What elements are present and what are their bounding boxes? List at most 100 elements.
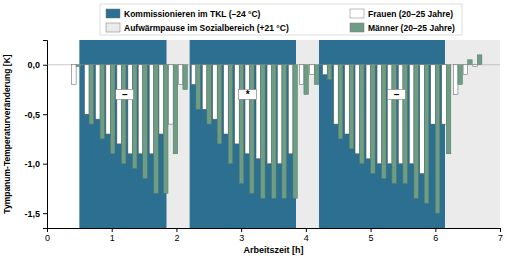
bar (420, 65, 425, 174)
bar (173, 65, 178, 154)
x-tick-mark (500, 228, 501, 232)
annotation-box (116, 89, 134, 99)
bar (72, 65, 77, 85)
bar (128, 65, 133, 154)
phase-band (319, 40, 445, 228)
legend-swatch (106, 23, 120, 32)
y-tick-mark (43, 213, 47, 214)
legend: Kommissionieren im TKL (–24 °C)Aufwärmpa… (100, 4, 462, 35)
bar (355, 65, 360, 154)
x-axis-line (48, 229, 501, 233)
bar (453, 65, 458, 95)
bar (387, 65, 392, 164)
y-axis: 0,0-0,5-1,0-1,5 (24, 41, 47, 229)
bar (202, 65, 207, 110)
annotation: – (122, 89, 128, 100)
phase-band (189, 40, 296, 228)
bar (85, 65, 90, 114)
bar (163, 65, 168, 194)
x-tick-mark (241, 228, 242, 232)
bar (159, 65, 164, 134)
legend-swatch (106, 9, 120, 18)
x-tick-label: 1 (110, 233, 115, 243)
x-tick-label: 2 (174, 233, 179, 243)
bar (169, 65, 174, 124)
x-axis-title: Arbeitszeit [h] (243, 245, 303, 255)
x-tick-mark (112, 228, 113, 232)
bar (224, 65, 229, 134)
x-axis: 01234567 (45, 228, 503, 243)
bar (100, 65, 105, 139)
x-tick-label: 5 (369, 233, 374, 243)
y-tick-mark (43, 164, 47, 165)
bar (288, 65, 293, 154)
bar (121, 65, 126, 164)
annotation: * (246, 89, 250, 100)
x-tick-label: 0 (45, 233, 50, 243)
bar (106, 65, 111, 134)
bar (310, 65, 315, 75)
bar (468, 60, 473, 65)
chart: 0,0-0,5-1,0-1,501234567Arbeitszeit [h]Ty… (0, 0, 506, 256)
bar (154, 65, 159, 194)
x-tick: 0 (45, 228, 50, 243)
x-tick-mark (435, 228, 436, 232)
bar (338, 65, 343, 139)
bar (191, 65, 196, 85)
x-tick: 7 (498, 228, 503, 243)
bar (446, 65, 451, 154)
y-tick: -0,5 (24, 110, 47, 120)
phase-band (167, 40, 190, 228)
x-tick-mark (306, 228, 307, 232)
legend-swatch (350, 9, 364, 18)
x-tick: 5 (369, 228, 374, 243)
bar (213, 65, 218, 119)
bar (217, 65, 222, 144)
bar (392, 65, 397, 184)
y-axis-title: Tympanum-Temperaturveränderung [K] (2, 54, 12, 213)
x-tick-label: 6 (433, 233, 438, 243)
y-tick: 0,0 (27, 60, 47, 70)
bar (267, 65, 272, 164)
x-tick: 2 (174, 228, 179, 243)
bar (360, 65, 365, 164)
bar (245, 65, 250, 154)
annotation-box (387, 89, 405, 99)
bar (143, 65, 148, 179)
x-tick-label: 7 (498, 233, 503, 243)
bar (473, 65, 478, 67)
bar (345, 65, 350, 134)
bar (458, 65, 463, 85)
phase-band (445, 40, 500, 228)
bar (403, 65, 408, 184)
bar (117, 65, 122, 144)
y-tick-label: -0,5 (24, 110, 40, 120)
bar (196, 65, 201, 110)
y-tick: -1,0 (24, 159, 47, 169)
x-tick-mark (371, 228, 372, 232)
phase-band (296, 40, 319, 228)
annotation-box (239, 89, 257, 99)
bar (323, 65, 328, 75)
bar (235, 65, 240, 144)
bar (349, 65, 354, 149)
zero-line (47, 64, 500, 65)
bar (293, 65, 298, 199)
y-axis-line (43, 41, 48, 229)
bar (371, 65, 376, 174)
bar (334, 65, 339, 124)
bar (424, 65, 429, 204)
y-tick-label: -1,0 (24, 159, 40, 169)
bar (250, 65, 255, 194)
legend-label: Kommissionieren im TKL (–24 °C) (124, 9, 261, 19)
bar (132, 65, 137, 169)
legend-label: Frauen (20–25 Jahre) (368, 9, 453, 19)
bar (477, 55, 482, 65)
bar (256, 65, 261, 159)
legend-label: Männer (20–25 Jahre) (368, 23, 455, 33)
bar (239, 65, 244, 184)
bar (76, 65, 81, 67)
bar (149, 65, 154, 154)
bar (282, 65, 287, 199)
bar (178, 65, 183, 85)
